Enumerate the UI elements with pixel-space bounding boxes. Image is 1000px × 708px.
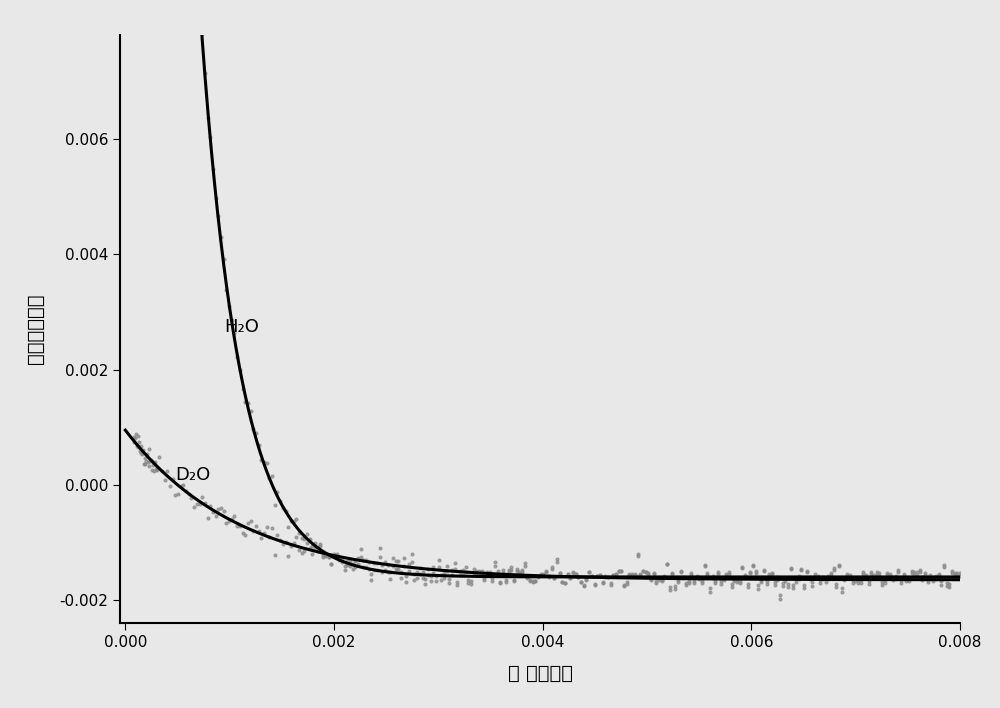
Text: H₂O: H₂O xyxy=(224,318,259,336)
Y-axis label: 信号相对强度: 信号相对强度 xyxy=(26,294,45,365)
X-axis label: 时 间（秒）: 时 间（秒） xyxy=(508,663,572,683)
Text: D₂O: D₂O xyxy=(175,466,211,484)
